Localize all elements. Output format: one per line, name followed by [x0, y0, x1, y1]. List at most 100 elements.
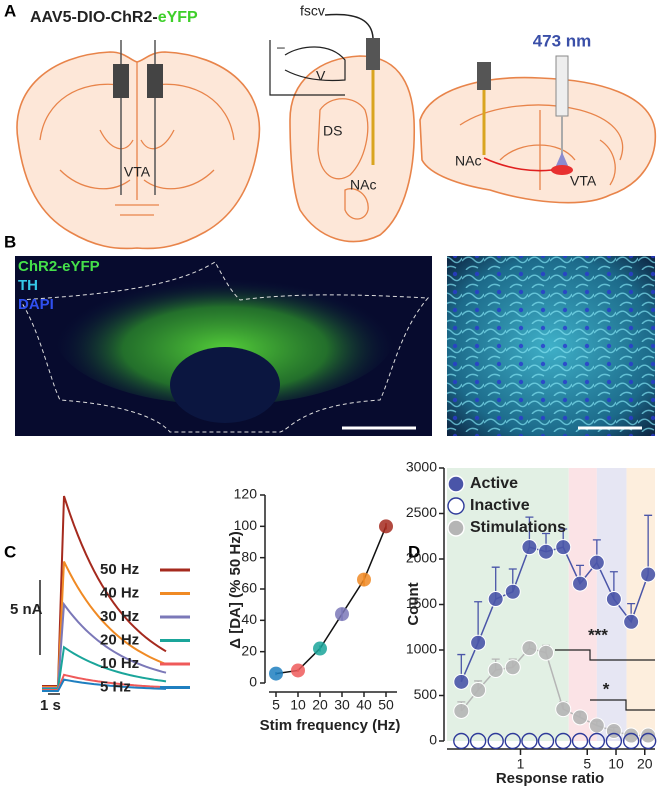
micrograph-left [15, 256, 432, 436]
data-point [605, 591, 622, 608]
y-tick-label: 2000 [406, 550, 437, 566]
y-tick-label: 100 [234, 517, 258, 533]
laser-label: 473 nm [533, 31, 592, 50]
x-axis-label: Stim frequency (Hz) [260, 717, 401, 734]
data-point [453, 673, 470, 690]
trace-legend: 50 Hz [100, 561, 139, 578]
cv-inset [269, 40, 346, 96]
x-tick-label: 30 [334, 697, 350, 713]
data-point [504, 583, 521, 600]
panel-label: A [4, 1, 16, 20]
data-point [470, 634, 487, 651]
stain-legend: ChR2-eYFP TH DAPI [18, 258, 100, 313]
vta-target [551, 165, 573, 175]
x-tick-label: 40 [356, 697, 372, 713]
data-point [571, 732, 589, 750]
data-point [555, 539, 572, 556]
legend-marker [447, 519, 465, 537]
data-point [521, 539, 538, 556]
probe [477, 62, 491, 90]
x-tick-label: 1 [517, 756, 525, 772]
trace-legend: 30 Hz [100, 608, 139, 625]
trace [42, 645, 167, 690]
legend-label: Inactive [470, 497, 530, 514]
trace [42, 495, 167, 687]
dark-region [170, 347, 280, 423]
legend-label: Stimulations [470, 519, 566, 536]
scale-label: 5 nA [10, 601, 43, 618]
x-tick-label: 10 [608, 756, 624, 772]
band [447, 468, 569, 741]
y-tick-label: 60 [241, 580, 257, 596]
trace [42, 678, 167, 692]
x-tick-label: 5 [583, 756, 591, 772]
data-point [572, 709, 589, 726]
panel-label: C [4, 542, 16, 561]
data-point [357, 572, 371, 587]
cell-texture [447, 256, 655, 436]
trace [42, 601, 167, 689]
cable [324, 13, 374, 39]
stain-label: TH [18, 277, 38, 294]
band [568, 468, 597, 741]
striatal-section: fscv – V DS NAc [269, 3, 416, 243]
data-point [588, 717, 605, 734]
x-tick-label: 5 [272, 697, 280, 713]
projection [483, 157, 553, 172]
chart-d: 0 500 1000 1500 2000 2500 3000 1 5 10 20 Response r… [405, 459, 657, 787]
legend-label: Active [470, 475, 518, 492]
data-point [639, 732, 657, 750]
x-tick-label: 50 [378, 697, 394, 713]
data-point [623, 613, 640, 630]
data-point [335, 607, 349, 622]
data-point [504, 732, 521, 750]
chart-c: 0 20 40 60 80 100 120 5 10 20 30 40 50 Stim frequency… [227, 486, 400, 734]
probe [366, 38, 380, 70]
data-point [538, 543, 555, 560]
data-point [572, 575, 589, 592]
data-point [555, 701, 572, 718]
region-label: VTA [124, 164, 151, 180]
region-label: NAc [455, 153, 481, 169]
virus-label: AAV5-DIO-ChR2-eYFP [30, 9, 198, 26]
data-point [504, 659, 521, 676]
sagittal-section: 473 nm NAc VTA [419, 31, 657, 204]
data-point [640, 566, 657, 583]
micrograph-right [447, 256, 655, 436]
stain-label: ChR2-eYFP [18, 258, 100, 275]
bracket [590, 699, 655, 711]
y-tick-label: 0 [249, 674, 257, 690]
significance-brackets [555, 649, 655, 711]
optic-fiber [555, 55, 569, 117]
x-tick-label: 20 [637, 756, 653, 772]
legend-marker [447, 475, 465, 493]
significance: * [603, 679, 610, 698]
syringe [113, 64, 129, 98]
data-point [453, 732, 470, 750]
data-point [537, 732, 555, 750]
data-point [291, 663, 305, 678]
data-point [469, 732, 487, 750]
trace-legend: 40 Hz [100, 584, 139, 601]
y-tick-label: 3000 [406, 459, 437, 475]
data-point [269, 666, 283, 681]
virus-suffix: eYFP [158, 9, 198, 26]
y-tick-label: 40 [241, 611, 257, 627]
panel-label: D [408, 542, 420, 561]
trace [42, 561, 167, 688]
data-point [588, 554, 605, 571]
data-point [487, 662, 504, 679]
panel-label: B [4, 232, 16, 251]
cv-axis-label: – [277, 39, 285, 55]
data-point [623, 727, 640, 744]
y-axis-label: Count [405, 582, 422, 625]
data-point [588, 732, 606, 750]
error-bar [644, 514, 653, 575]
significance: *** [588, 625, 608, 644]
y-tick-label: 80 [241, 548, 257, 564]
data-point [313, 641, 327, 656]
light-cone [555, 152, 569, 168]
data-point [555, 732, 572, 750]
data-point [521, 640, 538, 657]
